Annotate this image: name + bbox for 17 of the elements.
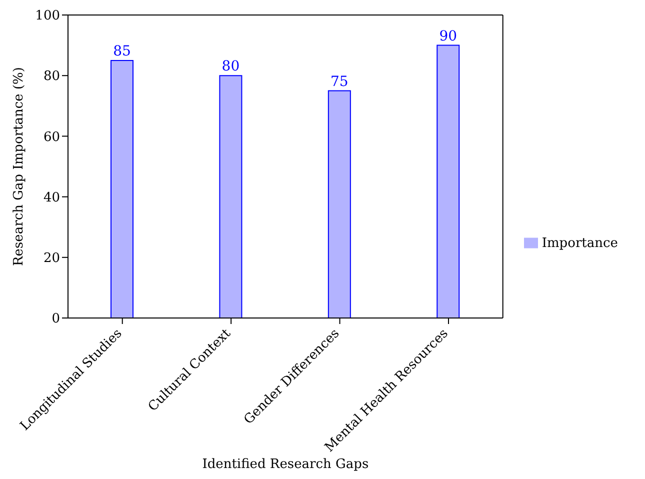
bar bbox=[110, 60, 134, 318]
y-tick-label: 40 bbox=[43, 190, 60, 206]
data-label: 75 bbox=[330, 74, 348, 90]
y-axis-title: Research Gap Importance (%) bbox=[12, 67, 27, 266]
y-tick-label: 80 bbox=[43, 69, 60, 84]
y-tick-label: 20 bbox=[43, 251, 60, 266]
y-tick-label: 100 bbox=[35, 8, 60, 24]
legend-label: Importance bbox=[542, 236, 618, 250]
y-tick-label: 60 bbox=[43, 130, 60, 145]
data-label: 90 bbox=[439, 28, 458, 44]
x-axis-title: Identified Research Gaps bbox=[202, 457, 369, 472]
data-label: 85 bbox=[113, 43, 131, 60]
bar bbox=[219, 75, 242, 318]
data-label: 80 bbox=[222, 58, 240, 75]
bar bbox=[328, 90, 351, 318]
bar bbox=[436, 44, 460, 318]
y-tick-label: 0 bbox=[52, 312, 60, 327]
